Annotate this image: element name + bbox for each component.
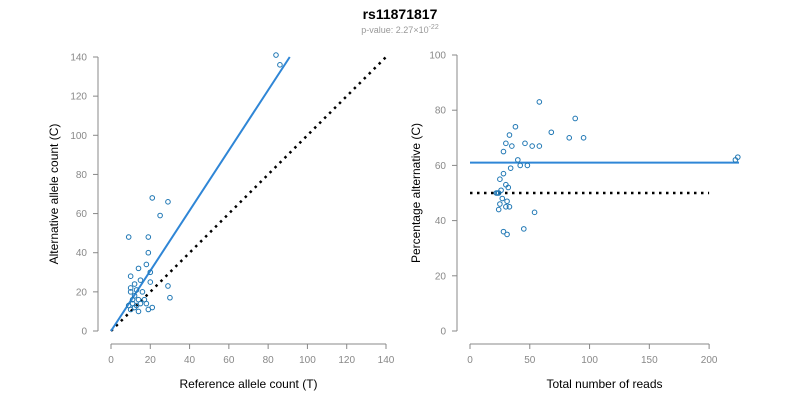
x-axis-label: Total number of reads (546, 377, 662, 391)
y-tick-label: 0 (440, 327, 446, 338)
data-point (504, 231, 510, 238)
data-point (521, 226, 527, 232)
data-point (735, 154, 741, 160)
pvalue-exponent: -22 (428, 24, 439, 31)
data-point (277, 62, 283, 68)
data-point (503, 204, 509, 210)
x-tick-label: 120 (338, 355, 355, 366)
data-point (139, 289, 146, 295)
data-point (157, 212, 163, 219)
data-point (149, 195, 156, 201)
data-point (147, 279, 154, 285)
x-tick-label: 0 (467, 355, 473, 366)
data-point (137, 277, 144, 283)
data-point (499, 195, 506, 202)
x-tick-label: 40 (184, 355, 196, 366)
data-point (127, 289, 134, 295)
data-point (536, 143, 543, 149)
data-point (572, 115, 579, 122)
data-point (141, 296, 148, 303)
data-point (149, 304, 156, 311)
x-tick-label: 150 (641, 355, 658, 366)
data-point (495, 190, 502, 196)
data-point (133, 287, 140, 293)
data-point (507, 165, 514, 171)
x-tick-label: 50 (524, 355, 536, 366)
data-point (517, 162, 524, 169)
data-point (500, 228, 507, 235)
data-point (165, 283, 171, 289)
data-point (135, 308, 142, 315)
x-tick-label: 0 (108, 355, 114, 366)
data-point (506, 132, 513, 138)
data-point (548, 129, 555, 136)
data-point (165, 199, 171, 205)
data-point (135, 265, 142, 272)
data-point (531, 209, 538, 216)
data-point (129, 296, 136, 303)
data-point (506, 204, 513, 210)
data-point (515, 157, 521, 163)
x-axis-label: Reference allele count (T) (179, 377, 317, 391)
data-point (504, 198, 510, 205)
data-point (580, 135, 587, 141)
data-point (145, 249, 152, 256)
y-tick-label: 0 (81, 327, 87, 338)
x-tick-label: 80 (263, 355, 275, 366)
fit-line (110, 56, 291, 332)
data-point (512, 123, 519, 130)
x-tick-label: 100 (581, 355, 598, 366)
data-point (125, 234, 132, 240)
data-point (147, 269, 154, 276)
data-point (125, 302, 132, 309)
allele-count-scatter-plot: 0 20 40 60 80 100 120 140 0 20 40 60 80 100 120 140 Refe… (47, 52, 395, 391)
data-point (495, 206, 502, 213)
y-axis-label: Alternative allele count (C) (47, 124, 61, 265)
y-tick-label: 100 (70, 131, 87, 142)
x-tick-label: 140 (378, 355, 395, 366)
data-point (127, 285, 134, 291)
data-point (143, 261, 150, 268)
data-point (509, 143, 515, 149)
data-point (529, 143, 535, 149)
data-point (133, 302, 140, 309)
y-tick-label: 140 (70, 53, 87, 64)
x-tick-label: 20 (145, 355, 157, 366)
x-tick-label: 200 (701, 355, 718, 366)
y-tick-label: 80 (435, 106, 447, 117)
x-tick-label: 60 (223, 355, 235, 366)
data-point (503, 140, 509, 147)
y-tick-label: 120 (70, 92, 87, 103)
data-point (127, 273, 134, 280)
data-point (131, 281, 138, 287)
data-point (500, 148, 507, 155)
y-tick-label: 80 (76, 170, 88, 181)
data-point (566, 135, 573, 141)
chart-subtitle: p-value: 2.27×10-22 (0, 24, 800, 35)
reference-line (110, 56, 387, 332)
y-tick-label: 20 (76, 287, 88, 298)
data-point (167, 294, 173, 301)
data-point (273, 52, 279, 58)
data-point (145, 234, 152, 240)
y-tick-label: 40 (76, 248, 88, 259)
data-point (497, 176, 503, 182)
x-tick-label: 100 (299, 355, 316, 366)
data-point (522, 140, 528, 147)
y-tick-label: 20 (435, 271, 447, 282)
data-point (524, 162, 531, 169)
y-axis-label: Percentage alternative (C) (409, 123, 423, 263)
y-tick-label: 40 (435, 216, 447, 227)
data-point (536, 99, 543, 105)
y-tick-label: 100 (429, 51, 446, 62)
y-tick-label: 60 (76, 209, 88, 220)
y-tick-label: 60 (435, 161, 447, 172)
data-point (505, 184, 512, 191)
pvalue-text: p-value: 2.27×10 (361, 25, 429, 35)
data-point (497, 201, 503, 207)
data-point (500, 170, 507, 177)
chart-title: rs11871817 (362, 6, 438, 22)
